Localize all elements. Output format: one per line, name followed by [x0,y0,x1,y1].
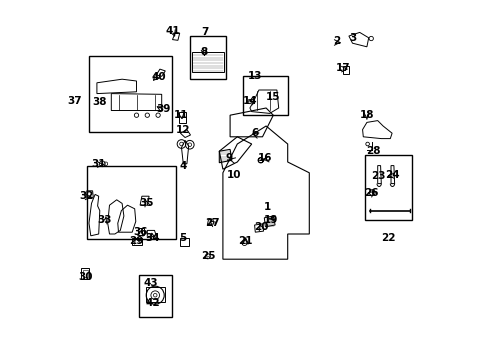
Bar [145,287,164,302]
Text: 15: 15 [265,92,279,102]
Text: 3: 3 [348,33,355,43]
Text: 33: 33 [98,215,112,225]
Bar [179,112,186,123]
Text: 8: 8 [200,47,207,57]
Text: 1: 1 [264,202,271,212]
Text: 10: 10 [226,170,241,180]
Text: 38: 38 [92,96,106,107]
Text: 5: 5 [179,233,186,243]
Text: 26: 26 [364,188,378,198]
Text: 24: 24 [385,170,399,180]
Text: 32: 32 [80,191,94,201]
Bar [243,76,287,115]
Text: 7: 7 [201,27,208,37]
Bar [192,52,224,72]
Text: 13: 13 [247,71,262,81]
Bar [342,66,348,74]
Text: 31: 31 [91,159,105,169]
Text: 21: 21 [238,236,252,246]
Bar [190,36,225,79]
Bar [139,275,172,317]
Text: 4: 4 [179,161,186,171]
Text: 37: 37 [67,96,81,106]
Text: 16: 16 [258,153,272,163]
Text: 28: 28 [366,146,380,156]
Text: 9: 9 [224,153,232,163]
Text: 41: 41 [165,26,180,36]
Text: 11: 11 [174,110,188,120]
Bar [81,268,89,279]
Text: 12: 12 [176,125,190,135]
Text: 36: 36 [133,227,147,237]
Text: 39: 39 [156,104,170,114]
Text: 22: 22 [381,233,395,243]
Text: 43: 43 [143,278,158,288]
Text: 14: 14 [243,96,257,106]
Text: 20: 20 [253,222,268,232]
Text: 34: 34 [145,233,160,243]
Text: 40: 40 [151,72,166,82]
Bar [89,56,171,132]
Text: 29: 29 [129,236,143,246]
Bar [87,166,176,239]
Text: 25: 25 [201,251,215,261]
Text: 2: 2 [332,36,339,46]
Bar [82,270,87,277]
Bar [365,155,411,220]
Text: 27: 27 [205,218,220,228]
Text: 19: 19 [263,215,277,225]
Text: 42: 42 [145,298,160,308]
Text: 17: 17 [335,63,350,73]
Text: 18: 18 [359,110,373,120]
Text: 35: 35 [139,198,154,208]
Text: 23: 23 [371,171,385,181]
Text: 6: 6 [251,128,258,138]
Text: 30: 30 [78,272,92,282]
